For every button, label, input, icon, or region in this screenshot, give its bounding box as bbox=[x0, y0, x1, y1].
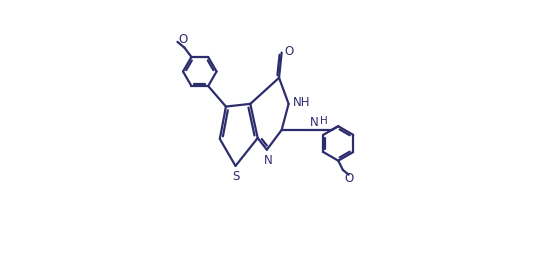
Text: O: O bbox=[285, 45, 294, 58]
Text: H: H bbox=[320, 117, 327, 126]
Text: N: N bbox=[309, 116, 318, 129]
Text: NH: NH bbox=[293, 96, 310, 109]
Text: O: O bbox=[344, 172, 353, 185]
Text: S: S bbox=[232, 170, 239, 183]
Text: O: O bbox=[179, 33, 188, 46]
Text: N: N bbox=[264, 154, 272, 167]
